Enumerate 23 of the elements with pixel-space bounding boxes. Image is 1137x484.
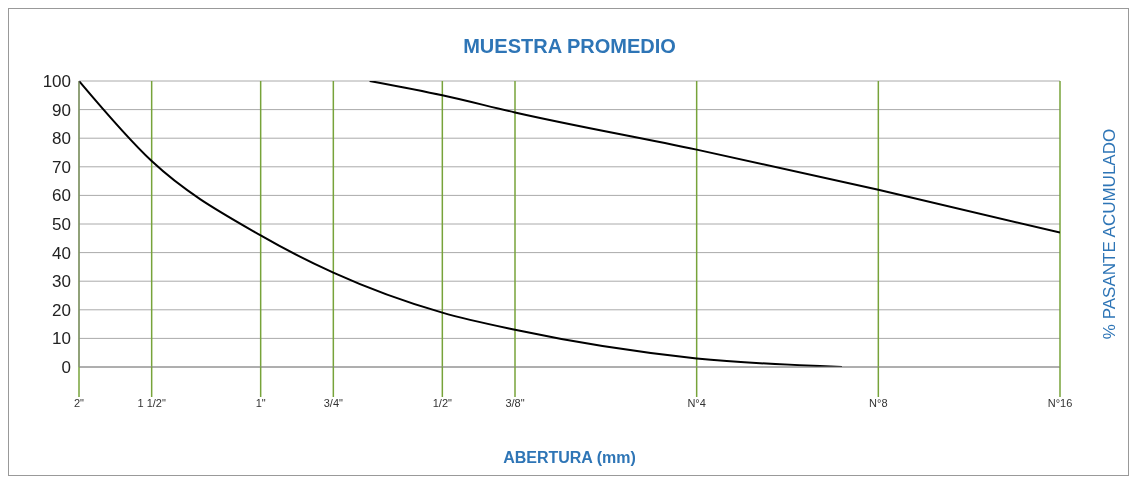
y-tick-label: 100 [42, 72, 71, 92]
x-tick-label: 1" [255, 396, 266, 409]
x-tick-label: 1/2" [432, 396, 453, 409]
y-tick-label: 0 [61, 358, 71, 378]
y-tick-label: 90 [52, 100, 71, 120]
x-tick-label: 1 1/2" [137, 396, 166, 409]
x-axis-title: ABERTURA (mm) [502, 449, 637, 467]
chart-title: MUESTRA PROMEDIO [462, 35, 677, 58]
y-tick-label: 20 [52, 300, 71, 320]
x-tick-label: 3/8" [505, 396, 525, 409]
y-axis-title: % PASANTE ACUMULADO [1100, 128, 1120, 340]
x-tick-label: N°4 [687, 396, 706, 409]
y-tick-label: 10 [52, 329, 71, 349]
y-tick-label: 30 [52, 272, 71, 292]
x-tick-label: 3/4" [323, 396, 344, 409]
y-tick-label: 60 [52, 186, 71, 206]
y-tick-label: 80 [52, 129, 71, 149]
x-tick-label: 2" [73, 396, 85, 409]
y-tick-label: 40 [52, 243, 71, 263]
x-tick-label: N°16 [1047, 396, 1073, 409]
x-tick-label: N°8 [869, 396, 888, 409]
y-tick-label: 50 [52, 215, 71, 235]
y-tick-label: 70 [52, 157, 71, 177]
